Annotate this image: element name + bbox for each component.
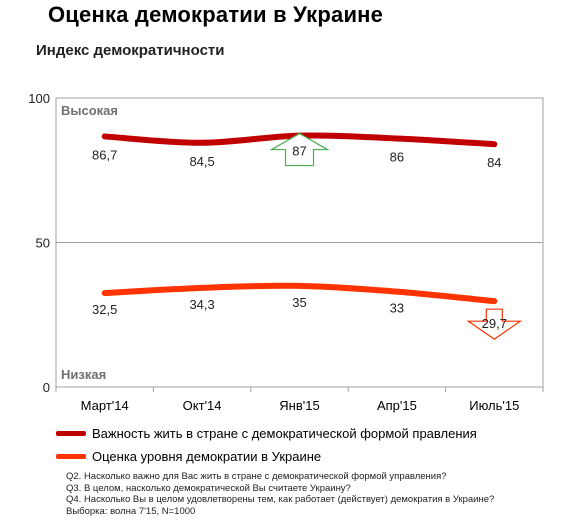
note-sample: Выборка: волна 7'15, N=1000 [66,505,196,517]
y-tick-label: 100 [28,91,50,106]
legend-label-importance: Важность жить в стране с демократической… [92,425,477,441]
x-tick-label: Март'14 [81,398,129,413]
annotation-low: Низкая [61,367,106,382]
legend-swatch-assessment [56,453,86,459]
x-tick-label: Июль'15 [469,398,519,413]
legend-swatch-importance [56,430,86,436]
data-label-s1: 33 [390,301,404,316]
x-tick-label: Окт'14 [183,398,222,413]
data-label-s1: 29,7 [482,316,507,331]
data-label-s0: 84 [487,155,501,170]
data-label-s1: 35 [292,295,306,310]
data-label-s0: 87 [292,144,306,159]
data-label-s0: 84,5 [189,154,214,169]
y-tick-label: 0 [43,380,50,395]
legend-item-importance: Важность жить в стране с демократической… [56,423,477,443]
x-tick-label: Янв'15 [279,398,319,413]
y-tick-label: 50 [36,236,50,251]
data-label-s0: 86 [390,149,404,164]
legend-item-assessment: Оценка уровня демократии в Украине [56,446,321,466]
survey-notes: Q2. Насколько важно для Вас жить в стран… [66,471,494,517]
data-label-s1: 32,5 [92,302,117,317]
data-label-s0: 86,7 [92,147,117,162]
arrow-up-marker [269,132,330,167]
annotation-high: Высокая [61,103,118,118]
legend-label-assessment: Оценка уровня демократии в Украине [92,448,322,464]
note-q4: Q4. Насколько Вы в целом удовлетворены т… [66,494,495,506]
x-tick-label: Апр'15 [377,398,417,413]
note-q3: Q3. В целом, насколько демократической В… [66,482,351,494]
chart-title: Оценка демократии в Украине [48,2,384,27]
chart-subtitle: Индекс демократичности [36,42,225,59]
series-line-1 [101,282,498,305]
arrow-down-marker [466,308,523,340]
data-label-s1: 34,3 [189,297,214,312]
note-q2: Q2. Насколько важно для Вас жить в стран… [66,471,447,482]
